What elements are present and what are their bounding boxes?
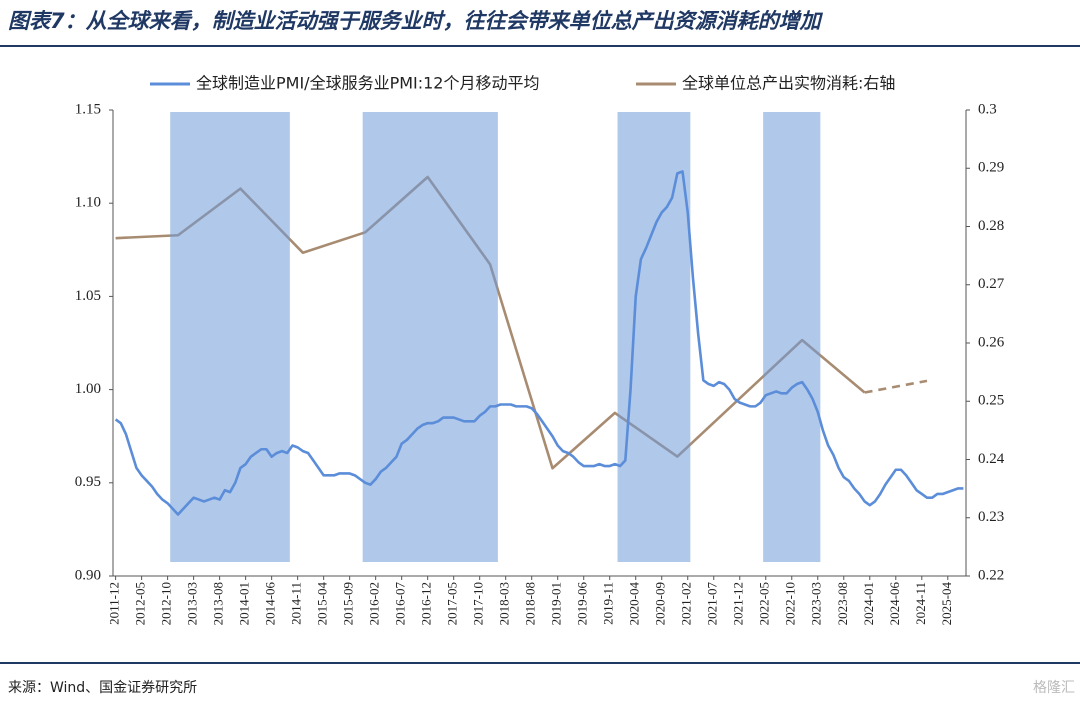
x-tick-label: 2014-01 <box>237 582 252 625</box>
x-tick-label: 2021-02 <box>679 582 694 625</box>
x-tick-label: 2021-07 <box>705 582 720 626</box>
x-tick-label: 2018-03 <box>497 582 512 625</box>
shaded-period <box>170 112 290 562</box>
x-tick-label: 2022-10 <box>783 582 798 625</box>
shaded-period <box>617 112 691 562</box>
y2-tick-label: 0.22 <box>978 567 1004 583</box>
x-tick-label: 2019-01 <box>549 582 564 625</box>
x-tick-label: 2014-06 <box>263 582 278 626</box>
x-tick-label: 2022-05 <box>757 582 772 625</box>
x-tick-label: 2016-12 <box>419 582 434 625</box>
chart-title: 图表7：从全球来看，制造业活动强于服务业时，往往会带来单位总产出资源消耗的增加 <box>8 9 824 33</box>
series-line <box>864 379 928 394</box>
x-tick-label: 2013-03 <box>185 582 200 625</box>
x-tick-label: 2017-10 <box>471 582 486 625</box>
x-tick-label: 2024-01 <box>861 582 876 625</box>
x-tick-label: 2011-12 <box>107 582 122 625</box>
series-line <box>114 170 964 516</box>
x-tick-label: 2023-08 <box>835 582 850 625</box>
watermark: 格隆汇 <box>1033 680 1075 696</box>
x-tick-label: 2021-12 <box>731 582 746 625</box>
x-tick-label: 2020-04 <box>627 582 642 626</box>
y2-tick-label: 0.29 <box>978 160 1004 176</box>
x-tick-label: 2024-11 <box>913 582 928 625</box>
x-tick-label: 2019-06 <box>575 582 590 626</box>
x-tick-label: 2016-07 <box>393 582 408 626</box>
legend-label: 全球制造业PMI/全球服务业PMI:12个月移动平均 <box>196 74 540 93</box>
x-tick-label: 2013-08 <box>211 582 226 625</box>
y2-tick-label: 0.23 <box>978 509 1004 525</box>
y2-tick-label: 0.24 <box>978 451 1005 467</box>
y-tick-label: 1.05 <box>75 288 101 304</box>
x-tick-label: 2025-04 <box>939 582 954 626</box>
x-tick-label: 2020-09 <box>653 582 668 625</box>
legend-label: 全球单位总产出实物消耗:右轴 <box>682 74 895 93</box>
y-tick-label: 1.10 <box>75 195 101 211</box>
y2-tick-label: 0.26 <box>978 334 1005 350</box>
y-tick-label: 0.95 <box>75 474 101 490</box>
x-tick-label: 2018-08 <box>523 582 538 625</box>
x-tick-label: 2019-11 <box>601 582 616 625</box>
y-tick-label: 0.90 <box>75 567 101 583</box>
x-tick-label: 2017-05 <box>445 582 460 625</box>
x-tick-label: 2016-02 <box>367 582 382 625</box>
shaded-period <box>763 112 821 562</box>
x-tick-label: 2012-05 <box>133 582 148 625</box>
y2-tick-label: 0.28 <box>978 218 1004 234</box>
x-tick-label: 2014-11 <box>289 582 304 625</box>
shaded-period <box>362 112 498 562</box>
y2-tick-label: 0.27 <box>978 276 1005 292</box>
y2-tick-label: 0.25 <box>978 393 1004 409</box>
x-tick-label: 2015-09 <box>341 582 356 625</box>
y2-tick-label: 0.3 <box>978 101 997 117</box>
y-tick-label: 1.15 <box>75 101 101 117</box>
source: 来源：Wind、国金证券研究所 <box>8 680 197 696</box>
x-tick-label: 2015-04 <box>315 582 330 626</box>
x-tick-label: 2024-06 <box>887 582 902 626</box>
x-tick-label: 2023-03 <box>809 582 824 625</box>
y-tick-label: 1.00 <box>75 381 101 397</box>
x-tick-label: 2012-10 <box>159 582 174 625</box>
